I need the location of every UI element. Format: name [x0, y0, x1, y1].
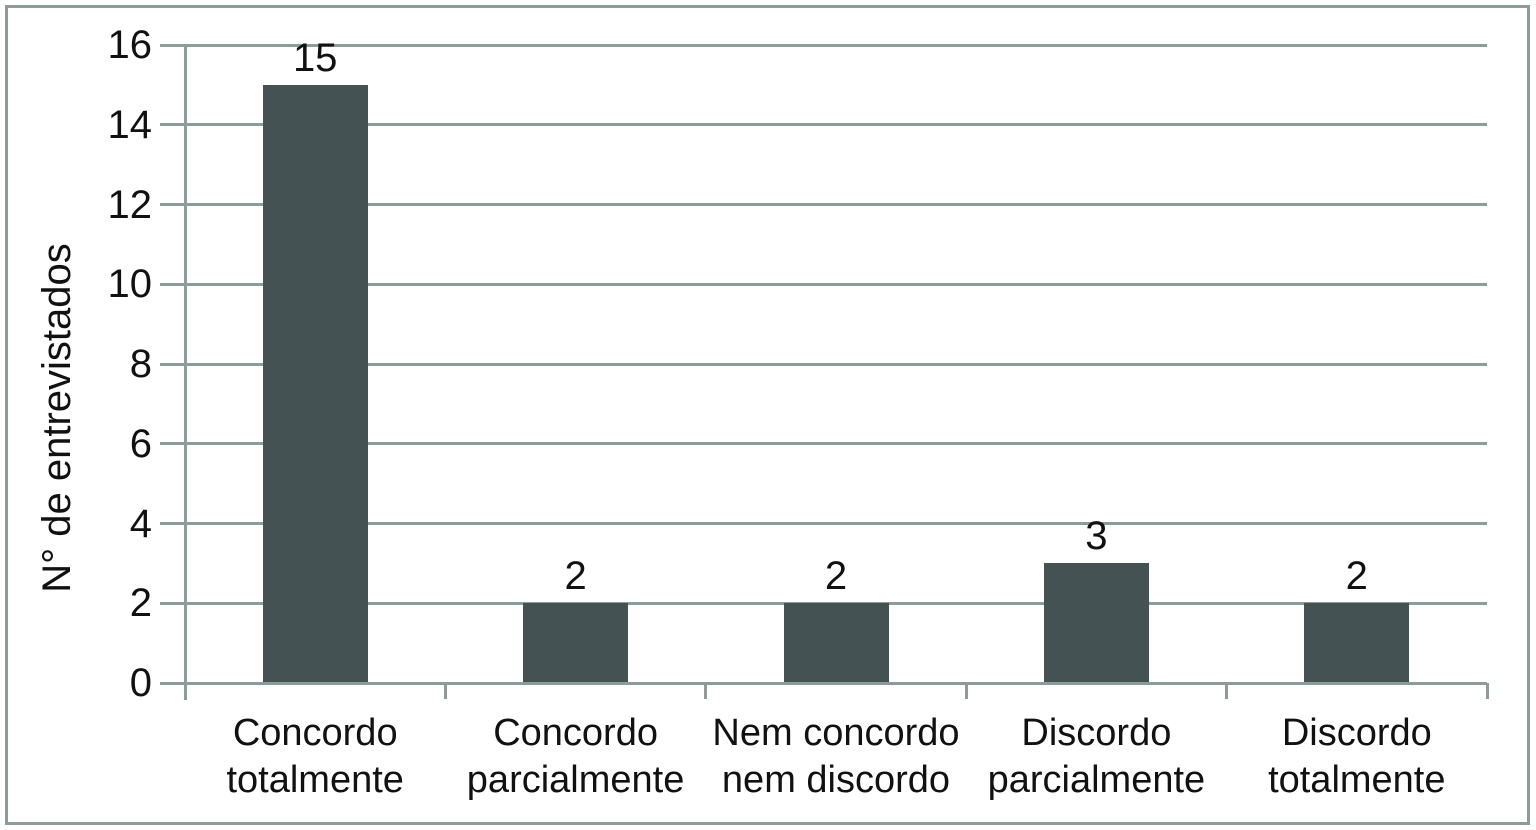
y-tick-label: 12 — [107, 182, 153, 227]
gridline — [185, 43, 1487, 47]
y-tick — [160, 43, 185, 47]
gridline — [185, 522, 1487, 525]
gridline — [185, 362, 1487, 366]
y-tick-label: 14 — [107, 102, 153, 147]
y-tick — [160, 601, 185, 605]
gridline — [185, 123, 1487, 127]
y-axis-line — [183, 45, 187, 700]
x-tick — [964, 683, 968, 699]
bar-1 — [262, 84, 368, 683]
bar-3 — [783, 603, 889, 683]
x-axis-line — [160, 681, 1487, 685]
y-tick-label: 0 — [129, 661, 152, 705]
y-tick-label: 4 — [129, 501, 152, 546]
y-tick — [160, 203, 185, 206]
x-tick — [183, 683, 187, 699]
y-tick — [160, 522, 185, 525]
gridline — [185, 203, 1487, 206]
x-axis-category-label: Discordo parcialmente — [987, 712, 1206, 801]
y-tick — [160, 123, 185, 127]
figure-border — [5, 5, 1530, 825]
x-tick — [1225, 683, 1229, 699]
y-tick — [160, 442, 185, 446]
x-axis-category-label: Concordo parcialmente — [466, 712, 685, 801]
x-axis-category-label: Nem concordo nem discordo — [712, 712, 960, 801]
bar-value-label: 3 — [1085, 514, 1108, 559]
y-tick-label: 8 — [129, 342, 152, 386]
y-axis-title: N° de entrevistados — [35, 243, 79, 593]
gridline — [185, 442, 1487, 446]
y-tick-label: 16 — [107, 23, 153, 67]
y-tick — [160, 362, 185, 366]
bar-5 — [1304, 603, 1410, 683]
y-tick-label: 10 — [107, 262, 153, 307]
x-tick — [443, 683, 447, 699]
y-tick — [160, 282, 185, 286]
x-tick — [704, 683, 708, 699]
y-tick-label: 2 — [129, 581, 152, 626]
x-axis-category-label: Discordo totalmente — [1268, 712, 1446, 801]
bar-4 — [1043, 563, 1149, 683]
y-tick-label: 6 — [129, 421, 152, 466]
bar-value-label: 2 — [824, 554, 848, 599]
y-tick — [160, 681, 185, 685]
gridline — [185, 282, 1487, 286]
bar-value-label: 15 — [292, 35, 338, 80]
bar-2 — [523, 603, 629, 683]
x-tick — [1485, 683, 1489, 699]
bar-value-label: 2 — [1345, 554, 1368, 599]
x-axis-category-label: Concordo totalmente — [226, 712, 404, 801]
bar-value-label: 2 — [564, 554, 587, 599]
